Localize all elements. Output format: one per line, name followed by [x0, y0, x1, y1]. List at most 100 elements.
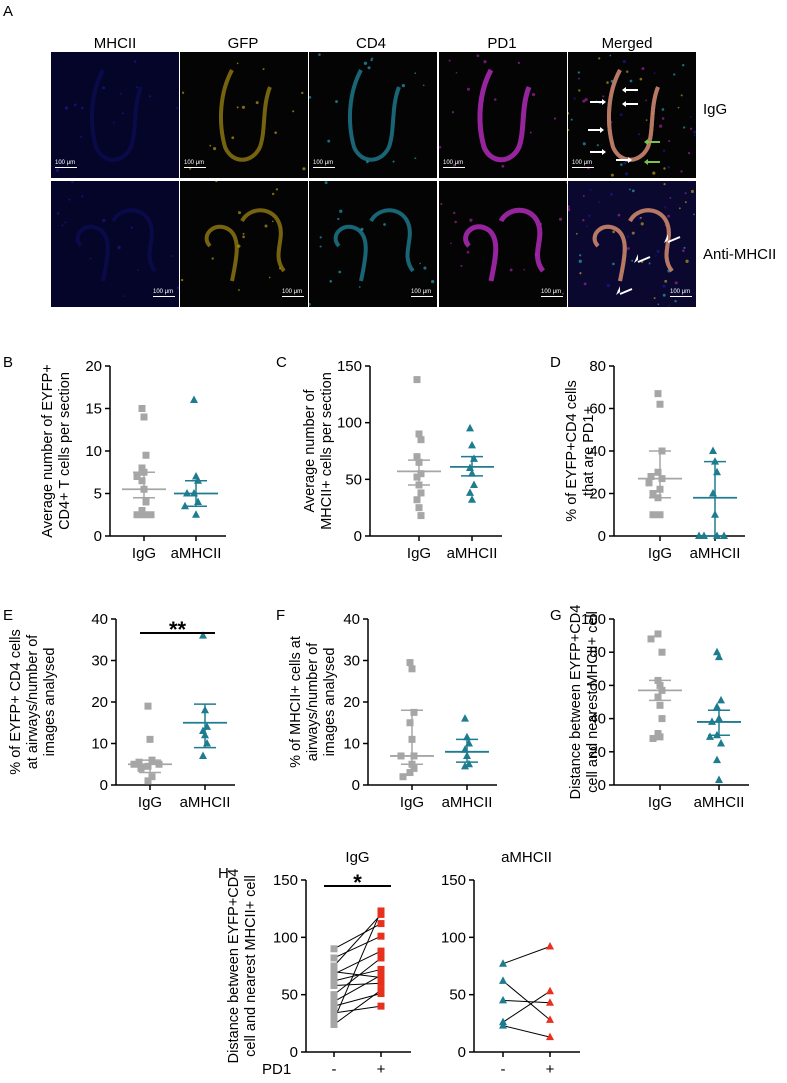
micrograph-anti-mhcii-cd4: 100 μm: [309, 181, 437, 307]
y-tick-label: 80: [589, 358, 606, 375]
x-axis-label: PD1: [262, 1061, 291, 1078]
y-tick-label: 10: [91, 736, 108, 753]
data-point: [546, 986, 554, 995]
x-tick-label: +: [377, 1061, 386, 1078]
y-tick-label: 80: [589, 644, 606, 661]
x-tick-label: IgG: [648, 545, 672, 562]
chart-title: aMHCII: [501, 849, 552, 866]
data-point: [465, 759, 473, 768]
data-point: [461, 714, 469, 722]
data-point: [717, 695, 725, 704]
y-axis-label: at airways/number of: [25, 634, 41, 770]
data-point: [410, 764, 418, 772]
data-point: [713, 647, 721, 656]
x-tick-label: -: [501, 1061, 506, 1078]
y-tick-label: 20: [589, 486, 606, 503]
data-point: [658, 648, 666, 656]
data-point: [695, 531, 703, 539]
x-tick-label: IgG: [138, 794, 162, 811]
pair-line: [333, 968, 382, 982]
y-tick-label: 150: [337, 358, 362, 375]
panel-letter-e: E: [3, 607, 13, 624]
y-axis-label: CD4+ T cells per section: [57, 372, 73, 530]
scale-bar: 100 μm: [55, 160, 77, 168]
y-tick-label: 0: [354, 528, 362, 545]
panel-letter-c: C: [276, 354, 287, 371]
data-point: [406, 769, 414, 777]
chart-h2: 0 50 100 150 - + aMHCII: [441, 849, 580, 1078]
y-axis-label: images analysed: [322, 648, 338, 757]
data-point: [330, 977, 338, 985]
y-tick-label: 0: [100, 777, 108, 794]
y-tick-label: 40: [343, 611, 360, 628]
data-point: [203, 739, 211, 747]
data-point: [408, 665, 416, 673]
y-tick-label: 20: [91, 694, 108, 711]
y-tick-label: 0: [94, 528, 102, 545]
data-point: [656, 701, 664, 709]
data-point: [546, 1032, 554, 1041]
row-label-anti-mhcii: Anti-MHCII: [703, 246, 777, 263]
micrograph-igg-mhcii: 100 μm: [51, 52, 179, 178]
data-point: [656, 733, 664, 741]
data-point: [142, 451, 150, 459]
micrograph-anti-mhcii-gfp: 100 μm: [180, 181, 308, 307]
data-point: [413, 496, 421, 504]
data-point: [417, 512, 425, 520]
pair-line: [333, 974, 382, 1002]
x-tick-label: -: [332, 1061, 337, 1078]
data-point: [330, 981, 338, 989]
x-tick-label: aMHCII: [694, 794, 745, 811]
data-point: [649, 511, 657, 519]
data-point: [144, 702, 152, 710]
data-point: [654, 630, 662, 638]
column-title-pd1: PD1: [487, 35, 517, 52]
data-point: [649, 490, 657, 497]
data-point: [713, 467, 721, 476]
scale-bar-label: 100 μm: [670, 289, 691, 295]
data-point: [135, 758, 143, 766]
data-point: [499, 1021, 507, 1029]
data-point: [658, 715, 666, 723]
data-point: [330, 1009, 338, 1017]
panel-letter-a: A: [3, 3, 14, 20]
y-tick-label: 20: [85, 358, 102, 375]
pair-line: [333, 910, 382, 1021]
x-tick-label: aMHCII: [171, 545, 222, 562]
y-tick-label: 15: [85, 401, 102, 418]
data-point: [713, 755, 721, 764]
x-tick-label: +: [546, 1061, 555, 1078]
significance-marker: **: [169, 617, 187, 642]
data-point: [645, 479, 653, 487]
data-point: [137, 764, 145, 772]
x-tick-label: IgG: [407, 545, 431, 562]
scale-bar-label: 100 μm: [184, 160, 205, 166]
y-tick-label: 40: [589, 711, 606, 728]
scale-bar-label: 100 μm: [55, 160, 76, 166]
data-point: [461, 761, 469, 770]
scale-bar-label: 100 μm: [541, 289, 562, 295]
scale-bar: 100 μm: [184, 160, 206, 168]
data-point: [709, 489, 717, 497]
scale-bar-label: 100 μm: [282, 289, 303, 295]
significance-marker: *: [353, 870, 362, 895]
data-point: [330, 962, 338, 970]
data-point: [140, 413, 148, 421]
data-point: [713, 702, 721, 710]
data-point: [330, 998, 338, 1006]
pair-line: [502, 990, 551, 1023]
data-point: [647, 473, 655, 480]
data-point: [413, 376, 421, 384]
micrograph-igg-gfp: 100 μm: [180, 52, 308, 178]
data-point: [199, 751, 207, 759]
y-tick-label: 10: [343, 736, 360, 753]
data-point: [144, 762, 152, 770]
data-point: [194, 497, 202, 505]
data-point: [192, 510, 200, 518]
data-point: [377, 947, 385, 955]
micrograph-igg-merged: 100 μm: [568, 52, 696, 178]
chart-b: B 0 5 10 15 20 IgG aMHCII Average number of EYFP…: [3, 354, 226, 562]
y-tick-label: 5: [94, 486, 102, 503]
y-axis-label: Distance between EYFP+CD4: [568, 605, 584, 800]
